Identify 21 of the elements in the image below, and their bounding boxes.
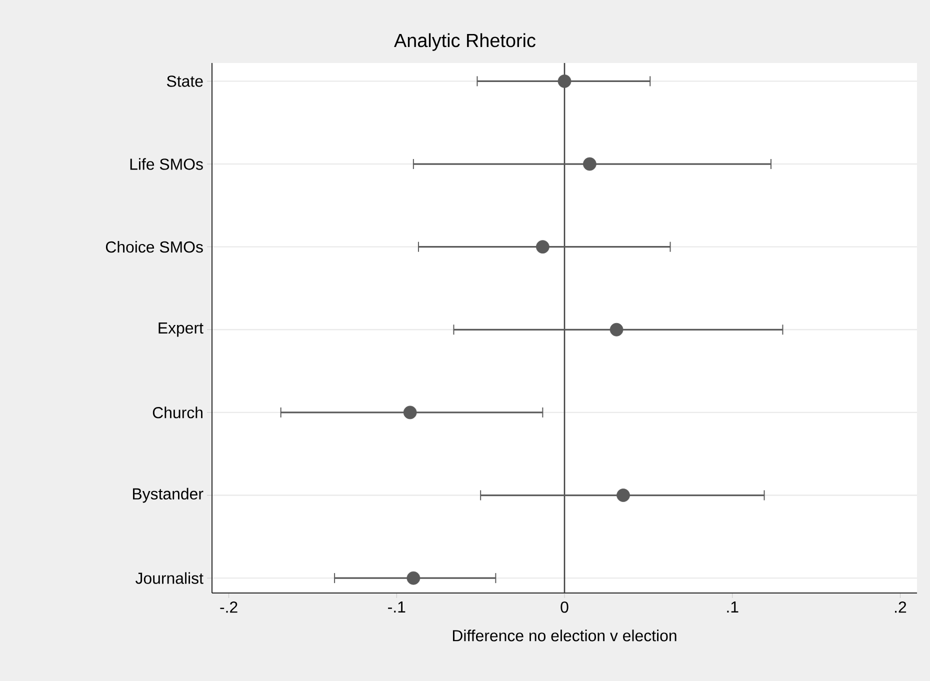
x-tick-label: -.1	[388, 602, 406, 612]
point	[558, 74, 572, 88]
y-tick-label: Expert	[158, 322, 204, 337]
x-tick-label: -.2	[220, 602, 238, 613]
x-axis-title: Difference no election v election	[452, 630, 676, 642]
point	[582, 157, 596, 171]
x-tick-label: .1	[727, 602, 738, 612]
point	[610, 322, 624, 336]
y-tick-label: Choice SMOs	[106, 240, 203, 253]
point	[616, 488, 630, 502]
x-tick-label: .2	[895, 602, 906, 613]
point	[406, 571, 420, 585]
point	[403, 406, 417, 420]
point	[536, 240, 550, 254]
chart-title: Analytic Rhetoric	[394, 33, 536, 51]
y-tick-label: Life SMOs	[130, 158, 203, 170]
y-tick-label: Journalist	[136, 572, 204, 584]
y-tick-label: Church	[152, 406, 202, 418]
x-tick-label: 0	[560, 602, 568, 613]
y-tick-label: State	[166, 76, 203, 87]
y-tick-label: Bystander	[133, 488, 204, 503]
